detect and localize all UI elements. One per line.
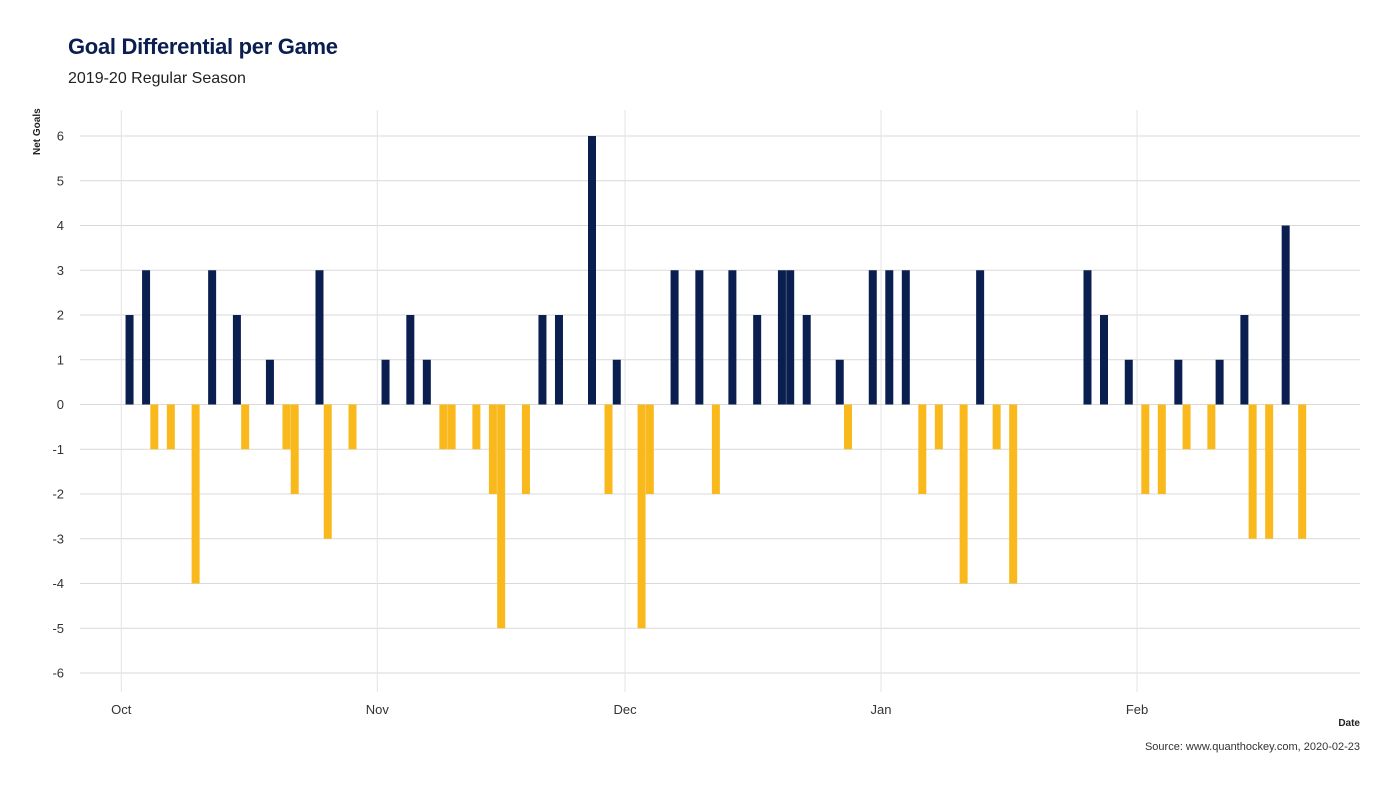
game-bar: [1182, 404, 1191, 450]
source-caption: Source: www.quanthockey.com, 2020-02-23: [1144, 741, 1360, 753]
game-bar: [232, 315, 241, 405]
game-bar: [406, 315, 415, 405]
y-tick-label: -6: [52, 666, 64, 681]
game-bar: [918, 404, 927, 494]
game-bar: [959, 404, 968, 584]
game-bar: [1240, 315, 1249, 405]
y-tick-label: 2: [57, 308, 64, 323]
game-bar: [728, 270, 737, 405]
game-bar: [1157, 404, 1166, 494]
game-bar: [191, 404, 200, 584]
game-bar: [1281, 225, 1290, 405]
y-tick-labels: -6 -5 -4 -3 -2 -1 0 1 2 3 4 5 6: [52, 129, 64, 681]
game-bar: [265, 359, 274, 405]
game-bar: [142, 270, 151, 405]
game-bar: [992, 404, 1001, 450]
game-bar: [604, 404, 613, 494]
y-tick-label: 4: [57, 218, 64, 233]
game-bar: [695, 270, 704, 405]
game-bar: [645, 404, 654, 494]
game-bar: [1141, 404, 1150, 494]
game-bar: [976, 270, 985, 405]
game-bar: [901, 270, 910, 405]
x-tick-label: Dec: [613, 702, 637, 717]
game-bar: [1265, 404, 1274, 539]
y-tick-label: 3: [57, 263, 64, 278]
game-bar: [381, 359, 390, 405]
game-bar: [497, 404, 506, 629]
game-bar: [488, 404, 497, 494]
game-bar: [125, 315, 134, 405]
chart-subtitle: 2019-20 Regular Season: [68, 70, 246, 87]
y-tick-label: -2: [52, 487, 64, 502]
game-bar: [868, 270, 877, 405]
game-bar: [538, 315, 547, 405]
game-bar: [612, 359, 621, 405]
game-bar: [439, 404, 448, 450]
x-tick-label: Feb: [1126, 702, 1148, 717]
y-tick-label: 5: [57, 173, 64, 188]
game-bar: [241, 404, 250, 450]
game-bar: [835, 359, 844, 405]
game-bar: [323, 404, 332, 539]
game-bar: [208, 270, 217, 405]
y-tick-label: -4: [52, 576, 64, 591]
game-bar: [670, 270, 679, 405]
game-bar: [753, 315, 762, 405]
game-bar: [777, 270, 786, 405]
chart-title: Goal Differential per Game: [68, 34, 338, 59]
y-tick-label: -1: [52, 442, 64, 457]
x-tick-label: Oct: [111, 702, 132, 717]
game-bar: [637, 404, 646, 629]
game-bar: [1100, 315, 1108, 405]
game-bar: [282, 404, 291, 450]
game-bar: [150, 404, 159, 450]
game-bar: [1298, 404, 1307, 539]
game-bar: [422, 359, 431, 405]
y-tick-label: 6: [57, 129, 64, 144]
bars: [125, 136, 1307, 629]
game-bar: [472, 404, 481, 450]
y-tick-label: -5: [52, 621, 64, 636]
game-bar: [166, 404, 175, 450]
game-bar: [290, 404, 299, 494]
game-bar: [1009, 404, 1018, 584]
game-bar: [1083, 270, 1092, 405]
game-bar: [711, 404, 720, 494]
game-bar: [554, 315, 563, 405]
game-bar: [348, 404, 357, 450]
x-axis-label: Date: [1338, 718, 1360, 729]
y-tick-label: 0: [57, 397, 64, 412]
game-bar: [885, 270, 894, 405]
game-bar: [786, 270, 795, 405]
y-tick-label: -3: [52, 531, 64, 546]
x-tick-labels: Oct Nov Dec Jan Feb: [111, 702, 1148, 717]
game-bar: [802, 315, 811, 405]
y-tick-label: 1: [57, 352, 64, 367]
game-bar: [1207, 404, 1216, 450]
game-bar: [934, 404, 943, 450]
game-bar: [588, 136, 596, 405]
game-bar: [1174, 359, 1183, 405]
x-tick-label: Nov: [366, 702, 390, 717]
game-bar: [521, 404, 530, 494]
game-bar: [844, 404, 852, 450]
x-tick-label: Jan: [871, 702, 892, 717]
game-bar: [447, 404, 456, 450]
game-bar: [1124, 359, 1133, 405]
game-bar: [1215, 359, 1224, 405]
game-bar: [1248, 404, 1257, 539]
game-bar: [315, 270, 324, 405]
